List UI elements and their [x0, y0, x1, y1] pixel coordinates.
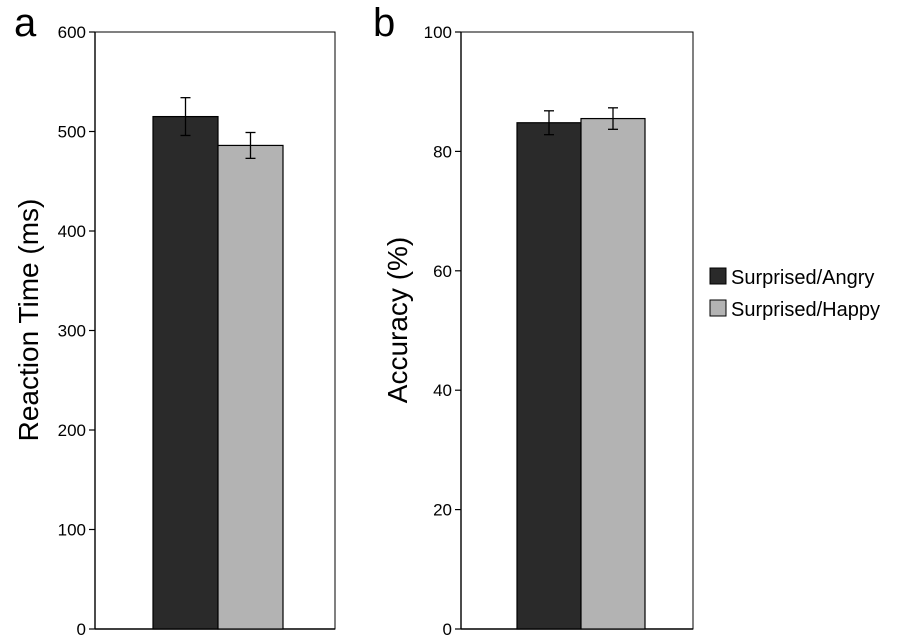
- panel-a-y-axis-label: Reaction Time (ms): [13, 199, 44, 442]
- legend: Surprised/Angry Surprised/Happy: [709, 267, 880, 321]
- y-tick-label: 600: [58, 23, 86, 42]
- panel-a-reaction-time-chart: a 0 100 200 300 400 500 600 Reaction Time (ms): [13, 1, 336, 636]
- y-tick-label: 200: [58, 421, 86, 440]
- y-tick-label: 300: [58, 322, 86, 341]
- bar-surprised-angry: [516, 122, 582, 630]
- legend-label-surprised-angry: Surprised/Angry: [731, 267, 874, 289]
- panel-b-letter: b: [373, 1, 395, 45]
- panel-b-bars: [516, 117, 646, 630]
- bar-surprised-angry: [152, 115, 219, 630]
- panel-b-error-bars: [544, 107, 618, 136]
- y-tick-label: 20: [433, 501, 452, 520]
- bar-surprised-happy: [580, 117, 646, 630]
- bar-surprised-happy: [217, 144, 284, 630]
- panel-a-error-bars: [180, 97, 256, 160]
- y-tick-label: 0: [443, 620, 452, 636]
- y-tick-label: 100: [58, 521, 86, 540]
- panel-a-y-ticks: 0 100 200 300 400 500 600: [58, 23, 95, 636]
- error-bar-surprised-happy: [245, 131, 256, 160]
- legend-swatch-surprised-happy: [709, 299, 727, 317]
- error-bar-surprised-angry: [180, 97, 191, 137]
- legend-label-surprised-happy: Surprised/Happy: [731, 299, 880, 321]
- panel-b-y-axis-label: Accuracy (%): [382, 237, 413, 403]
- panel-b-accuracy-chart: b 0 20 40 60 80 100 Accuracy (%): [373, 1, 694, 636]
- y-tick-label: 500: [58, 123, 86, 142]
- panel-a-bars: [152, 115, 284, 630]
- legend-swatch-surprised-angry: [709, 267, 727, 285]
- y-tick-label: 0: [77, 620, 86, 636]
- y-tick-label: 40: [433, 381, 452, 400]
- error-bar-surprised-angry: [544, 110, 554, 136]
- panel-a-letter: a: [14, 1, 37, 45]
- y-tick-label: 100: [424, 23, 452, 42]
- y-tick-label: 80: [433, 142, 452, 161]
- y-tick-label: 60: [433, 262, 452, 281]
- y-tick-label: 400: [58, 222, 86, 241]
- panel-b-y-ticks: 0 20 40 60 80 100: [424, 23, 461, 636]
- error-bar-surprised-happy: [608, 107, 618, 130]
